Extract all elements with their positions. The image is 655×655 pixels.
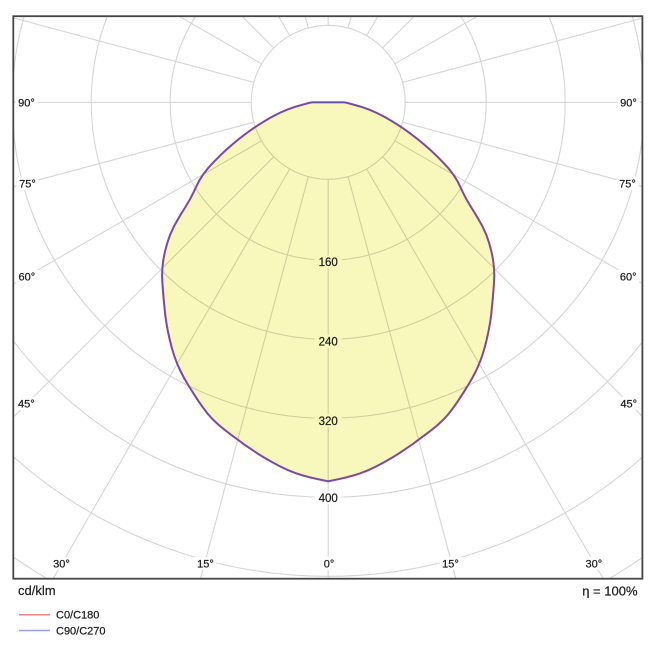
svg-text:90°: 90°	[620, 98, 637, 110]
svg-text:cd/klm: cd/klm	[18, 583, 56, 598]
svg-text:30°: 30°	[53, 558, 70, 570]
svg-text:45°: 45°	[620, 398, 637, 410]
svg-text:400: 400	[319, 493, 338, 505]
svg-text:C90/C270: C90/C270	[56, 625, 106, 637]
svg-text:90°: 90°	[18, 98, 35, 110]
svg-text:C0/C180: C0/C180	[56, 610, 99, 622]
svg-text:60°: 60°	[620, 272, 637, 284]
svg-text:15°: 15°	[442, 558, 459, 570]
svg-text:0°: 0°	[324, 558, 335, 570]
svg-text:160: 160	[319, 257, 338, 269]
svg-text:240: 240	[319, 337, 338, 349]
svg-text:320: 320	[319, 416, 338, 428]
svg-text:15°: 15°	[197, 558, 214, 570]
svg-text:45°: 45°	[18, 398, 35, 410]
svg-text:η = 100%: η = 100%	[582, 584, 638, 599]
svg-text:30°: 30°	[585, 558, 602, 570]
svg-text:75°: 75°	[619, 178, 636, 190]
svg-text:75°: 75°	[19, 178, 36, 190]
svg-text:60°: 60°	[18, 272, 35, 284]
